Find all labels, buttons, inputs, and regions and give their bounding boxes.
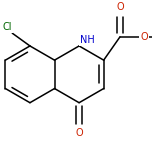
Text: O: O [116, 2, 124, 12]
Text: Cl: Cl [2, 22, 12, 32]
Text: O: O [75, 128, 83, 138]
Text: O: O [140, 32, 148, 42]
Text: NH: NH [80, 35, 95, 45]
